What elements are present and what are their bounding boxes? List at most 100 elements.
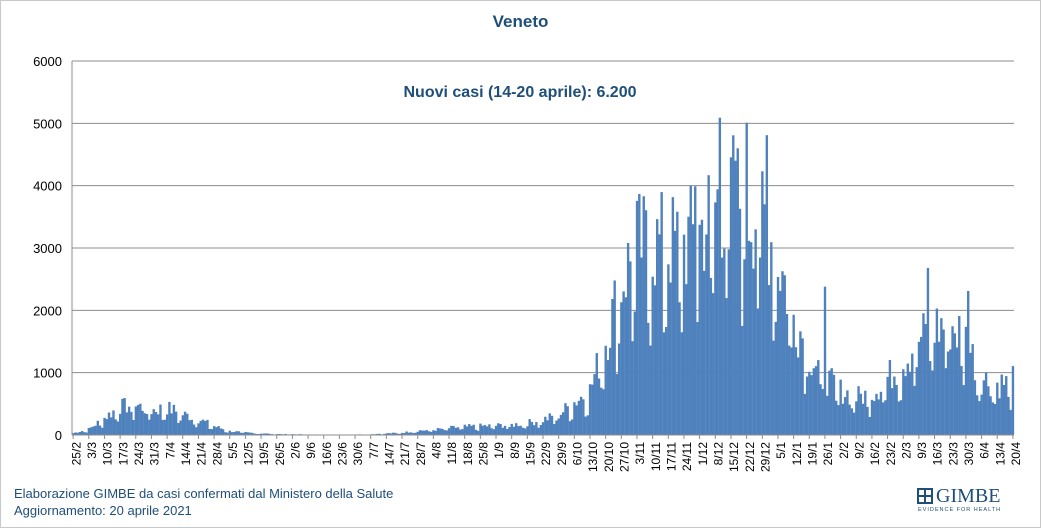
bar [700, 219, 704, 435]
bar [620, 302, 623, 435]
bar [676, 211, 679, 435]
bar [405, 431, 408, 435]
bar [832, 374, 836, 435]
bar [1002, 384, 1006, 435]
bar [723, 248, 726, 435]
bar [515, 423, 518, 435]
bar [886, 376, 889, 435]
x-tick-label: 9/2 [852, 442, 866, 459]
gridlines [72, 60, 1014, 374]
x-tick-label: 25/8 [477, 442, 491, 466]
bar [781, 271, 784, 435]
bar [667, 264, 670, 435]
bar [434, 430, 437, 435]
bar [463, 424, 466, 435]
bar [754, 229, 757, 435]
bar [953, 333, 956, 435]
bar [557, 418, 560, 435]
bar [432, 430, 435, 435]
bar [720, 257, 724, 435]
bar [855, 401, 858, 435]
x-tick-label: 23/3 [946, 442, 960, 466]
bar [946, 351, 950, 435]
bar [575, 405, 578, 435]
bar [792, 314, 795, 435]
bar [190, 419, 193, 435]
bar [427, 431, 431, 435]
bar [942, 329, 945, 435]
chart-annotation: Nuovi casi (14-20 aprile): 6.200 [403, 84, 637, 101]
bar [924, 323, 927, 435]
bar [711, 293, 715, 435]
bar [121, 398, 124, 435]
x-tick-label: 12/5 [242, 442, 256, 466]
bar [559, 414, 563, 435]
bar [177, 423, 180, 435]
bar [734, 160, 737, 436]
bar [566, 406, 569, 435]
bar [799, 331, 802, 435]
bar [105, 419, 108, 435]
bar [501, 427, 504, 435]
bar [660, 192, 663, 435]
x-tick-label: 16/6 [320, 442, 334, 466]
bar [687, 216, 690, 435]
bar [656, 219, 659, 435]
bar [262, 433, 265, 435]
bar [470, 425, 473, 435]
bar [752, 268, 755, 435]
x-tick-label: 23/2 [884, 442, 898, 466]
x-tick-label: 1/9 [492, 442, 506, 459]
y-tick-label: 2000 [33, 303, 62, 318]
bar [152, 409, 155, 435]
bar [680, 332, 683, 435]
bar [219, 428, 223, 435]
bar [884, 400, 887, 435]
bar [955, 347, 959, 435]
bar [984, 372, 988, 435]
x-tick-label: 4/8 [430, 442, 444, 459]
bar [826, 395, 829, 435]
bar [951, 326, 954, 435]
bar [917, 341, 921, 435]
bar [118, 413, 122, 435]
bar [714, 202, 717, 435]
gimbe-logo-text: GIMBE [936, 485, 1001, 507]
bar [488, 424, 491, 435]
bar [199, 420, 202, 435]
bar [546, 420, 549, 435]
bar [409, 432, 413, 435]
bar [148, 419, 151, 435]
bar-series [72, 117, 1015, 436]
bar [776, 276, 780, 435]
x-tick-label: 8/9 [508, 442, 522, 459]
bar [284, 433, 287, 435]
bar [709, 277, 713, 435]
x-tick-label: 30/3 [962, 442, 976, 466]
bar [499, 424, 502, 435]
bar [555, 420, 558, 435]
bar [159, 404, 162, 435]
bar [204, 420, 207, 435]
bar [544, 416, 547, 435]
bar [423, 430, 426, 435]
bar [1011, 366, 1015, 435]
y-tick-label: 0 [55, 428, 62, 443]
bar [74, 432, 77, 435]
bar [868, 416, 871, 435]
bar [814, 366, 818, 435]
bar [879, 391, 883, 435]
bar [848, 404, 851, 435]
bar [92, 426, 95, 435]
x-tick-label: 5/1 [774, 442, 788, 459]
bar [125, 412, 129, 435]
x-tick-label: 7/7 [367, 442, 381, 459]
bar [497, 423, 500, 435]
bar [662, 332, 666, 435]
x-tick-label: 2/2 [837, 442, 851, 459]
bar [998, 398, 1001, 435]
bar [864, 390, 867, 435]
bar [114, 419, 117, 435]
x-tick-label: 27/10 [617, 442, 631, 472]
